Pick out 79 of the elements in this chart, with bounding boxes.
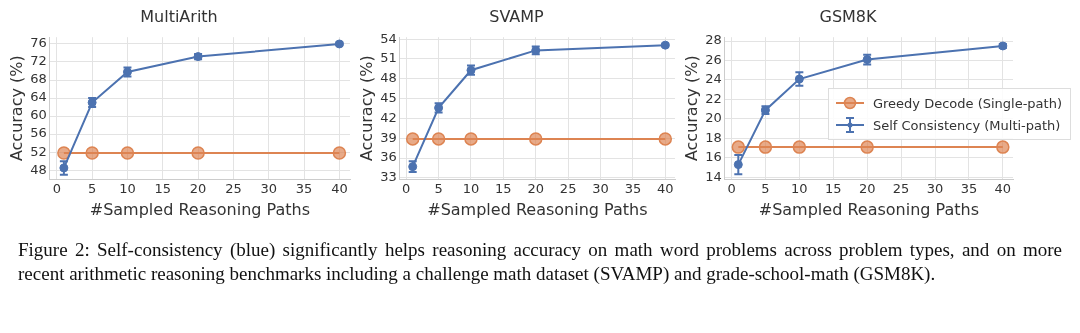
x-tick-label: 30 (926, 181, 944, 197)
y-tick-label: 51 (380, 50, 397, 66)
point (332, 146, 347, 160)
x-tick-label: 35 (960, 181, 978, 197)
y-tick-label: 54 (380, 30, 397, 46)
legend-label: Greedy Decode (Single-path) (872, 95, 1062, 111)
x-axis-title: #Sampled Reasoning Paths (89, 199, 310, 219)
y-tick-label: 42 (380, 109, 397, 125)
x-tick-label: 25 (892, 181, 910, 197)
y-tick-label: 28 (705, 32, 722, 48)
x-tick-label: 20 (858, 181, 876, 197)
point (733, 160, 743, 170)
point (860, 140, 874, 154)
y-tick-label: 56 (30, 125, 47, 141)
point (792, 140, 807, 154)
x-tick-label: 25 (225, 181, 242, 197)
y-axis-title: Accuracy (%) (6, 55, 26, 162)
y-tick-label: 52 (30, 143, 47, 159)
chart-title: MultiArith (140, 6, 218, 26)
y-tick-label: 64 (30, 89, 47, 105)
x-tick-label: 40 (657, 181, 674, 197)
x-axis-title: #Sampled Reasoning Paths (427, 199, 648, 219)
x-tick-label: 20 (189, 181, 207, 197)
x-tick-label: 15 (824, 181, 842, 197)
y-tick-label: 26 (705, 51, 722, 67)
y-axis-title: Accuracy (%) (681, 55, 701, 162)
y-tick-label: 14 (705, 168, 722, 184)
y-tick-label: 76 (30, 35, 47, 51)
x-tick-label: 5 (761, 181, 770, 197)
chart-title: GSM8K (819, 6, 878, 26)
legend-label: Self Consistency (Multi-path) (872, 117, 1061, 133)
x-tick-label: 5 (434, 181, 443, 197)
x-tick-label: 40 (331, 181, 348, 197)
point (464, 132, 478, 146)
point (758, 140, 773, 154)
y-tick-label: 72 (30, 53, 47, 69)
x-tick-label: 35 (624, 181, 642, 197)
point (996, 140, 1010, 154)
point (658, 132, 673, 146)
x-tick-label: 30 (592, 181, 609, 197)
y-tick-label: 16 (705, 149, 722, 165)
x-tick-label: 10 (119, 181, 136, 197)
y-tick-label: 36 (380, 149, 397, 165)
x-axis-title: #Sampled Reasoning Paths (758, 199, 979, 219)
y-tick-label: 68 (30, 71, 47, 87)
y-tick-label: 48 (30, 161, 47, 177)
y-tick-label: 33 (380, 169, 397, 185)
point (731, 140, 746, 154)
x-tick-label: 10 (462, 181, 480, 197)
y-tick-label: 60 (30, 107, 47, 123)
point (57, 146, 71, 160)
y-tick-label: 39 (380, 129, 397, 145)
x-tick-label: 0 (727, 181, 736, 197)
y-tick-label: 24 (705, 71, 722, 87)
x-tick-label: 15 (154, 181, 172, 197)
x-tick-label: 15 (495, 181, 512, 197)
point (431, 132, 446, 146)
point (529, 132, 543, 146)
y-tick-label: 18 (705, 129, 722, 145)
y-tick-label: 22 (705, 90, 722, 106)
point (191, 146, 205, 160)
x-tick-label: 30 (260, 181, 278, 197)
x-tick-label: 40 (994, 181, 1012, 197)
y-axis-title: Accuracy (%) (356, 55, 376, 162)
caption: Figure 2: Self-consistency (blue) significantly helps reasoning accuracy on math word problems across problem types, and on more recent arithmetic reasoning benchmarks including a challenge math dataset (SVAMP) and grade-school-math (GSM8K). (18, 238, 1062, 286)
y-tick-label: 48 (380, 70, 397, 86)
point (120, 146, 135, 160)
x-tick-label: 20 (527, 181, 545, 197)
x-tick-label: 5 (87, 181, 97, 197)
point (405, 132, 420, 146)
x-tick-label: 0 (52, 181, 61, 197)
x-tick-label: 10 (791, 181, 808, 197)
y-tick-label: 45 (380, 90, 397, 105)
x-tick-label: 25 (559, 181, 577, 197)
y-tick-label: 20 (705, 110, 722, 126)
chart-title: SVAMP (489, 6, 545, 26)
x-tick-label: 0 (402, 181, 411, 197)
point (85, 146, 99, 160)
x-tick-label: 35 (295, 181, 313, 197)
